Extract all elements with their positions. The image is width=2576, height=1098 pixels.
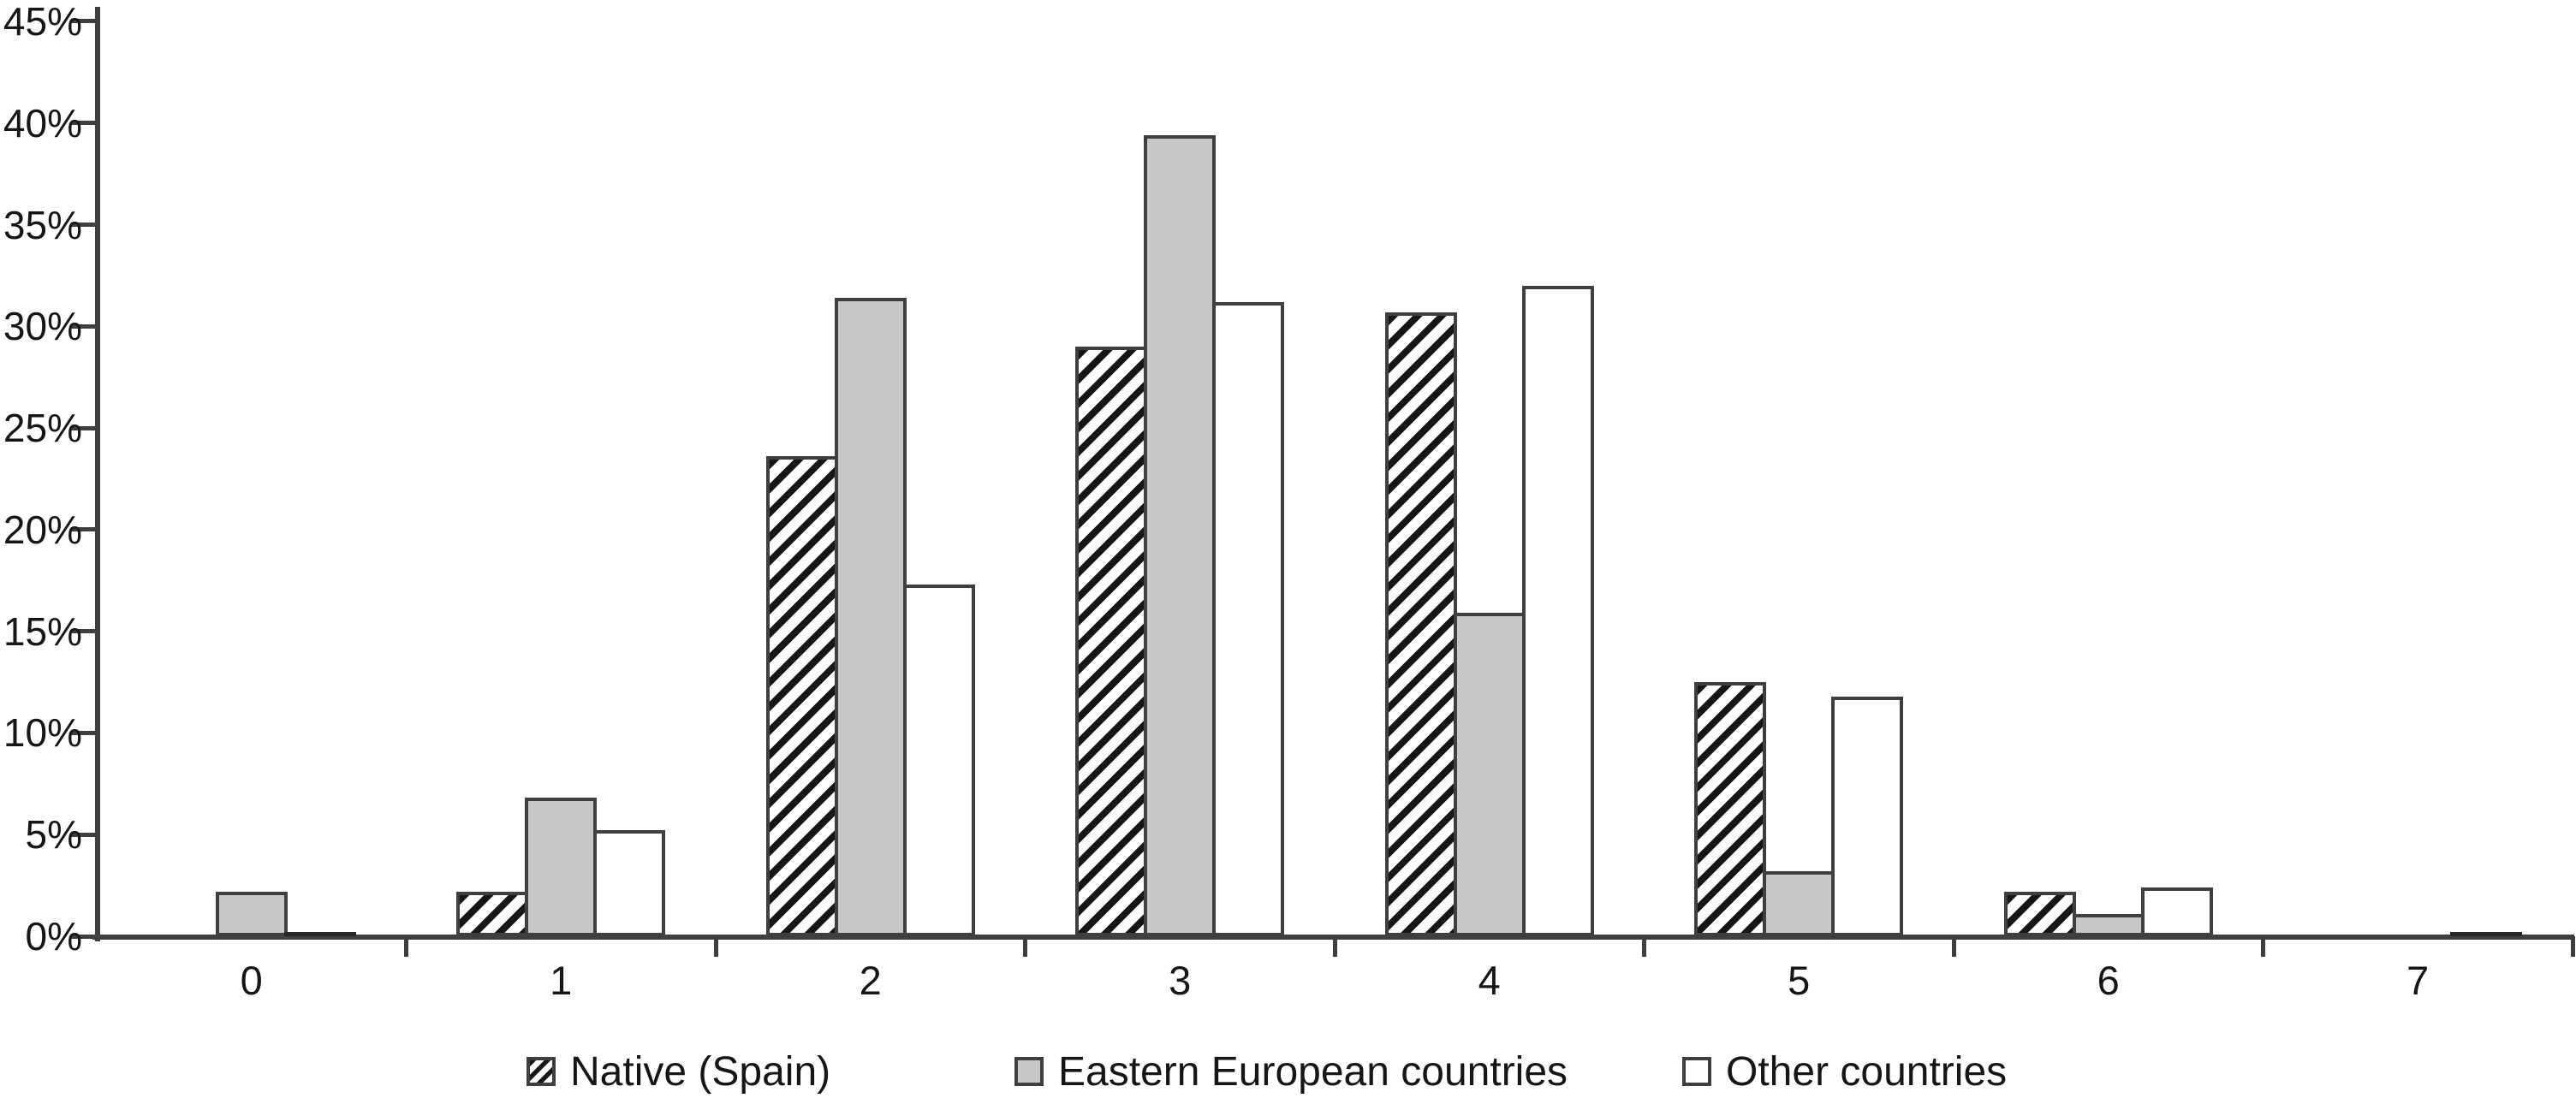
x-axis-label-4: 4 [1478, 958, 1501, 1003]
legend-item-other: Other countries [1682, 1048, 2008, 1095]
x-axis-tick [1642, 936, 1646, 957]
bar-other-cat6 [2140, 887, 2213, 936]
x-axis-label-0: 0 [240, 958, 263, 1003]
x-axis-label-1: 1 [550, 958, 573, 1003]
legend-swatch-hatched-icon [527, 1057, 556, 1086]
x-axis-tick [1951, 936, 1956, 957]
y-axis-tick [71, 934, 97, 939]
x-axis-tick [1332, 936, 1337, 957]
x-axis-label-3: 3 [1169, 958, 1192, 1003]
legend-swatch-white-icon [1682, 1057, 1711, 1086]
y-axis-tick [71, 121, 97, 126]
y-axis-tick [71, 832, 97, 837]
y-axis-label-30pct: 30% [3, 304, 82, 349]
legend-item-native: Native (Spain) [527, 1048, 831, 1095]
bar-eastern-european-cat0 [215, 891, 288, 936]
x-axis-tick [2570, 936, 2575, 957]
bar-native-cat2 [765, 456, 838, 936]
bar-eastern-european-cat5 [1763, 870, 1835, 936]
x-axis-tick [713, 936, 718, 957]
y-axis-label-0pct: 0% [25, 914, 82, 959]
bar-native-cat4 [1384, 312, 1457, 936]
y-axis-tick [71, 323, 97, 329]
bar-eastern-european-cat1 [525, 798, 598, 936]
y-axis-label-45pct: 45% [3, 0, 82, 44]
bar-other-cat1 [593, 830, 666, 936]
y-axis-tick [71, 527, 97, 532]
legend-label-eastern-european: Eastern European countries [1058, 1048, 1568, 1095]
bar-native-cat3 [1075, 347, 1148, 936]
x-axis-label-6: 6 [2097, 958, 2120, 1003]
bar-other-cat5 [1831, 696, 1904, 936]
legend-label-native: Native (Spain) [570, 1048, 831, 1095]
y-axis-tick [71, 730, 97, 735]
y-axis-tick [71, 425, 97, 430]
legend-swatch-gray-icon [1014, 1057, 1044, 1086]
y-axis-tick [71, 629, 97, 634]
bar-native-cat1 [456, 891, 529, 936]
y-axis-label-35pct: 35% [3, 202, 82, 247]
y-axis-label-15pct: 15% [3, 608, 82, 654]
bar-eastern-european-cat4 [1453, 613, 1526, 936]
x-axis-label-5: 5 [1788, 958, 1811, 1003]
bar-other-cat0 [283, 932, 356, 936]
y-axis-tick [71, 223, 97, 228]
x-axis-label-7: 7 [2406, 958, 2430, 1003]
x-axis-label-2: 2 [859, 958, 882, 1003]
bar-eastern-european-cat3 [1144, 135, 1217, 936]
bar-eastern-european-cat6 [2072, 913, 2145, 936]
y-axis-label-25pct: 25% [3, 406, 82, 451]
bar-native-cat5 [1694, 682, 1767, 936]
legend-item-eastern-european: Eastern European countries [1014, 1048, 1568, 1095]
bar-other-cat3 [1212, 301, 1285, 936]
y-axis-label-20pct: 20% [3, 507, 82, 552]
bar-other-cat7 [2450, 932, 2523, 936]
x-axis-tick [1023, 936, 1027, 957]
y-axis-label-10pct: 10% [3, 710, 82, 756]
legend-label-other: Other countries [1726, 1048, 2008, 1095]
y-axis-tick [71, 19, 97, 24]
bar-native-cat6 [2003, 891, 2076, 936]
y-axis-label-5pct: 5% [25, 812, 82, 858]
x-axis-tick [404, 936, 408, 957]
bar-other-cat2 [902, 585, 975, 936]
y-axis-line [95, 7, 100, 941]
x-axis-tick [2261, 936, 2265, 957]
bar-eastern-european-cat2 [834, 298, 907, 936]
y-axis-label-40pct: 40% [3, 100, 82, 145]
bar-other-cat4 [1521, 285, 1594, 936]
